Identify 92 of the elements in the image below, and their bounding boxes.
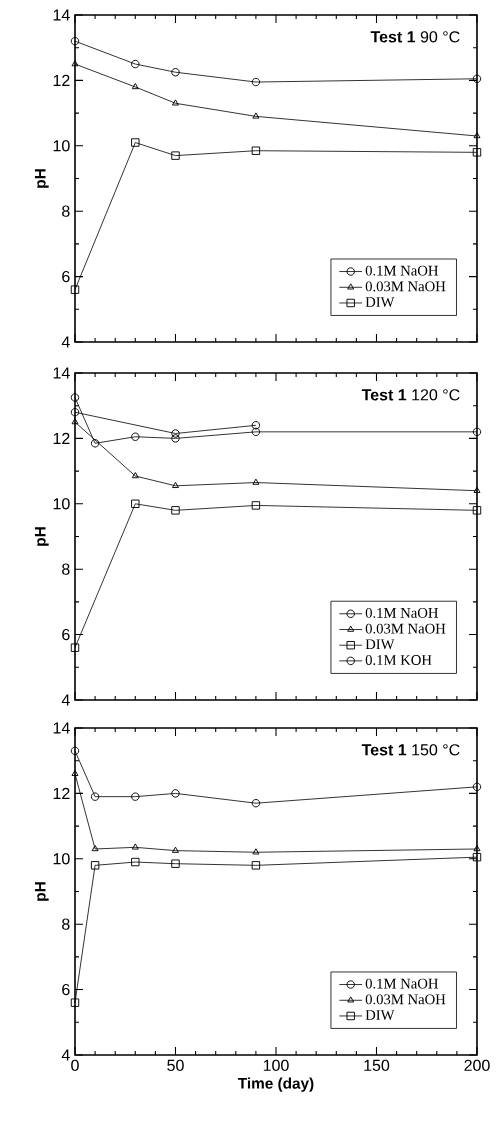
y-tick-label: 4 [61,336,70,348]
point [473,845,481,852]
point [472,782,482,792]
y-tick-label: 8 [62,563,70,575]
text: Test 1 120 °C [361,389,460,401]
legend-label: 0.1M NaOH [365,978,439,989]
point [171,429,180,438]
legend-label: 0.03M NaOH [365,623,446,634]
point [71,418,79,425]
point [131,472,139,479]
y-tick-label: 10 [53,853,70,865]
point [252,112,260,119]
y-tick-label: 12 [53,74,70,86]
point [171,859,180,868]
point [473,486,481,493]
point [131,59,140,69]
point [472,148,482,157]
legend-label: 0.1M NaOH [365,265,439,276]
point [473,132,481,139]
point [70,285,80,294]
point [71,60,79,67]
point [252,478,260,485]
legend-label: 0.1M NaOH [365,607,439,618]
x-axis-title: Time (day) [237,1077,314,1092]
point [90,861,100,870]
point [172,846,179,853]
point [171,151,180,160]
point [472,506,482,515]
y-tick-label: 6 [62,270,70,283]
point [251,77,261,87]
y-tick-label: 6 [62,628,70,641]
y-tick-label: 12 [53,787,70,799]
point [70,746,80,756]
point [172,481,179,489]
point [251,146,261,155]
point [472,74,482,83]
y-tick-label: 8 [62,918,70,930]
point [171,434,180,443]
legend-label: DIW [365,639,395,650]
point [91,845,99,852]
point [251,501,261,510]
point [131,843,139,850]
legend-label: 0.03M NaOH [365,281,446,292]
point [90,792,100,801]
point [252,848,260,855]
y-axis-title: pH [34,882,49,901]
text: Test 1 90 °C [370,31,460,43]
point [90,439,100,448]
y-tick-label: 10 [53,498,70,510]
legend-label: 0.03M NaOH [365,994,446,1005]
x-tick-label: 50 [167,1059,184,1072]
point [131,83,139,90]
point [172,99,179,106]
y-axis-title: pH [34,527,49,546]
point [131,138,140,147]
point [251,799,261,808]
y-tick-label: 8 [62,205,70,217]
x-tick-label: 100 [263,1059,289,1072]
y-tick-label: 14 [53,722,70,734]
point [70,998,80,1007]
point [171,68,180,77]
point [71,769,79,776]
point [171,506,180,515]
x-tick-label: 0 [71,1059,79,1072]
legend-label: DIW [365,1010,395,1020]
legend-label: 0.1M KOH [365,655,432,665]
point [251,427,261,437]
point [131,792,140,801]
legend-label: DIW [365,297,395,307]
y-tick-label: 6 [62,983,70,996]
y-tick-label: 14 [53,367,70,379]
point [251,861,261,870]
point [472,852,482,862]
y-tick-label: 14 [53,9,70,21]
y-tick-label: 4 [61,1049,70,1061]
x-tick-label: 200 [464,1059,490,1072]
text: Test 1 150 °C [361,744,460,756]
point [70,36,80,46]
x-tick-label: 150 [364,1059,390,1072]
y-tick-label: 10 [53,140,70,152]
point [171,789,180,798]
point [472,427,482,437]
point [70,643,80,652]
point [70,408,80,417]
point [251,421,261,430]
point [131,432,140,441]
point [131,499,140,508]
y-tick-label: 12 [53,432,70,444]
point [131,857,140,867]
y-tick-label: 4 [61,694,70,706]
y-axis-title: pH [34,169,49,188]
point [70,393,80,402]
